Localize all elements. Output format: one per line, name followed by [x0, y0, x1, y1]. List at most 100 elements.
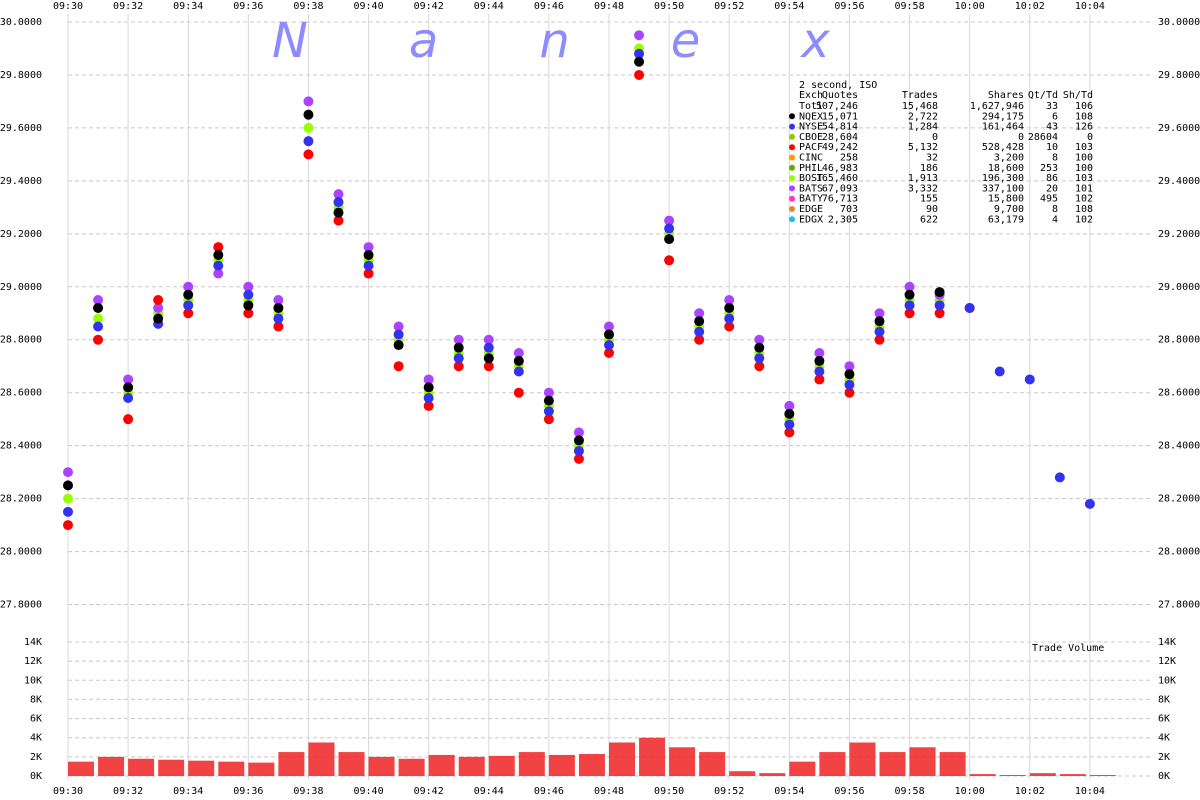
stats-cell: 108: [1075, 204, 1093, 215]
price-point: [243, 289, 254, 300]
price-point: [634, 69, 645, 80]
x-tick-label-top: 09:38: [293, 1, 323, 12]
price-point: [303, 122, 314, 133]
volume-bar: [969, 774, 996, 776]
price-point: [664, 234, 675, 245]
price-point: [1084, 498, 1095, 509]
volume-bar: [488, 755, 515, 776]
price-point: [634, 30, 645, 41]
x-tick-label: 09:58: [895, 786, 925, 797]
stats-cell: NYSE: [799, 122, 823, 133]
price-point: [724, 302, 735, 313]
x-tick-label: 09:48: [594, 786, 624, 797]
y-tick-label: 28.2000: [0, 494, 42, 505]
volume-title: Trade Volume: [1032, 643, 1104, 654]
stats-cell: 103: [1075, 142, 1093, 153]
price-point: [153, 295, 164, 306]
price-point: [664, 215, 675, 226]
x-tick-label-top: 10:00: [955, 1, 985, 12]
price-point: [573, 435, 584, 446]
x-tick-label-top: 09:54: [774, 1, 804, 12]
volume-bar: [1089, 775, 1116, 776]
stats-cell: 100: [1075, 153, 1093, 164]
price-point: [483, 342, 494, 353]
volume-bar: [699, 752, 726, 776]
y-tick-label: 10K: [24, 675, 42, 686]
x-tick-label-top: 10:02: [1015, 1, 1045, 12]
price-point: [63, 480, 73, 491]
legend-marker: [789, 154, 795, 161]
stats-cell: 32: [926, 153, 938, 164]
y-tick-label: 29.4000: [0, 176, 42, 187]
y-tick-label: 4K: [30, 733, 42, 744]
price-point: [874, 316, 885, 327]
watermark: Nanex: [272, 13, 931, 69]
price-point: [93, 334, 104, 345]
price-point: [724, 313, 735, 324]
stats-caption: 2 second, ISO: [799, 80, 877, 91]
volume-bar: [578, 753, 605, 776]
price-point: [393, 329, 404, 340]
volume-bar: [879, 752, 906, 776]
x-tick-label: 09:50: [654, 786, 684, 797]
stats-cell: 43: [1046, 122, 1058, 133]
price-point: [814, 355, 825, 366]
price-point: [844, 379, 855, 390]
y-tick-label: 30.0000: [0, 17, 42, 28]
price-point: [183, 300, 194, 311]
legend-marker: [789, 175, 795, 182]
volume-bar: [188, 760, 215, 776]
price-point: [874, 334, 885, 345]
price-point: [573, 445, 584, 456]
volume-bar: [819, 752, 846, 776]
price-point: [904, 308, 915, 319]
y-tick-label-right: 27.8000: [1158, 600, 1200, 611]
volume-bar: [458, 756, 485, 776]
price-point: [754, 361, 765, 372]
price-point: [453, 361, 464, 372]
price-point: [934, 300, 945, 311]
price-point: [93, 302, 104, 313]
price-point: [333, 189, 344, 200]
stats-cell: 15,468: [902, 101, 938, 112]
stats-cell: 46,983: [822, 163, 858, 174]
price-point: [543, 414, 554, 425]
volume-bar: [308, 742, 335, 776]
stats-cell: 106: [1075, 101, 1093, 112]
y-tick-label: 6K: [30, 714, 42, 725]
price-point: [844, 361, 855, 372]
price-point: [183, 308, 194, 319]
y-tick-label-right: 8K: [1158, 694, 1170, 705]
price-point: [784, 419, 795, 430]
stats-cell: 161,464: [982, 122, 1024, 133]
x-tick-label: 09:42: [414, 786, 444, 797]
price-point: [784, 400, 795, 411]
stats-cell: 63,179: [988, 214, 1024, 225]
stats-cell: 18,600: [988, 163, 1024, 174]
x-tick-label: 09:44: [474, 786, 504, 797]
y-tick-label-right: 29.4000: [1158, 176, 1200, 187]
stats-cell: 28604: [1028, 132, 1058, 143]
legend-marker: [789, 113, 795, 120]
stats-cell: BATS: [799, 183, 823, 194]
x-tick-label: 09:32: [113, 786, 143, 797]
price-point: [303, 136, 314, 147]
price-point: [273, 295, 284, 306]
price-point: [63, 467, 73, 478]
price-point: [93, 321, 104, 332]
price-point: [453, 342, 464, 353]
stats-cell: 1,913: [908, 173, 938, 184]
price-point: [513, 387, 524, 398]
price-point: [123, 414, 134, 425]
legend-marker: [789, 164, 795, 171]
price-point: [724, 295, 735, 306]
price-point: [423, 400, 434, 411]
y-tick-label: 29.2000: [0, 229, 42, 240]
stats-cell: PHIL: [799, 163, 823, 174]
y-tick-label-right: 2K: [1158, 752, 1170, 763]
stats-cell: 126: [1075, 122, 1093, 133]
x-tick-label-top: 09:48: [594, 1, 624, 12]
x-tick-label: 10:00: [955, 786, 985, 797]
volume-bar: [939, 752, 966, 776]
